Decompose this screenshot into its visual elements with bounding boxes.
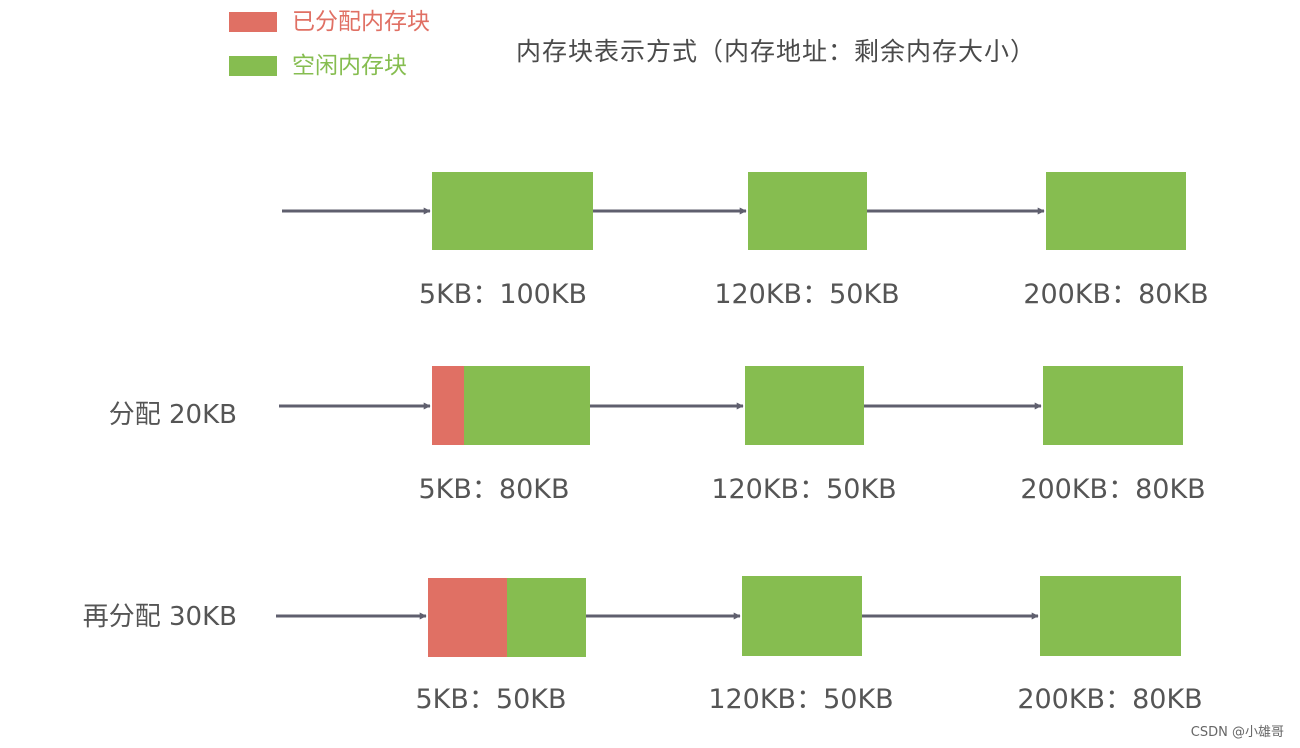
- allocated-segment: [432, 366, 464, 445]
- legend-free-label: 空闲内存块: [292, 53, 407, 79]
- free-segment: [748, 172, 867, 250]
- memory-block: [432, 366, 590, 445]
- free-segment: [463, 366, 590, 445]
- free-segment: [1046, 172, 1186, 250]
- block-label: 5KB：80KB: [418, 474, 570, 505]
- memory-block: [1046, 172, 1186, 250]
- memory-block: [428, 578, 586, 657]
- row-label-1: 分配 20KB: [108, 400, 237, 430]
- free-segment: [432, 172, 593, 250]
- free-segment: [507, 578, 586, 657]
- block-label: 200KB：80KB: [1020, 474, 1206, 505]
- memory-block: [748, 172, 867, 250]
- block-label: 5KB：50KB: [415, 684, 567, 715]
- memory-block: [742, 576, 862, 656]
- block-label: 200KB：80KB: [1023, 279, 1209, 310]
- diagram-title: 内存块表示方式（内存地址：剩余内存大小）: [516, 37, 1037, 66]
- block-label: 120KB：50KB: [714, 279, 900, 310]
- block-label: 120KB：50KB: [711, 474, 897, 505]
- free-segment: [1043, 366, 1183, 445]
- block-label: 5KB：100KB: [418, 279, 588, 310]
- memory-block: [1040, 576, 1181, 656]
- memory-block: [745, 366, 864, 445]
- free-segment: [742, 576, 862, 656]
- free-segment: [1040, 576, 1181, 656]
- memory-block: [432, 172, 593, 250]
- free-segment: [745, 366, 864, 445]
- memory-block: [1043, 366, 1183, 445]
- legend-allocated-swatch: [229, 12, 277, 32]
- row-label-2: 再分配 30KB: [82, 602, 237, 632]
- block-label: 200KB：80KB: [1017, 684, 1203, 715]
- legend-allocated-label: 已分配内存块: [292, 9, 430, 35]
- allocated-segment: [428, 578, 507, 657]
- watermark-text: CSDN @小雄哥: [1190, 725, 1284, 740]
- legend-free-swatch: [229, 56, 277, 76]
- block-label: 120KB：50KB: [708, 684, 894, 715]
